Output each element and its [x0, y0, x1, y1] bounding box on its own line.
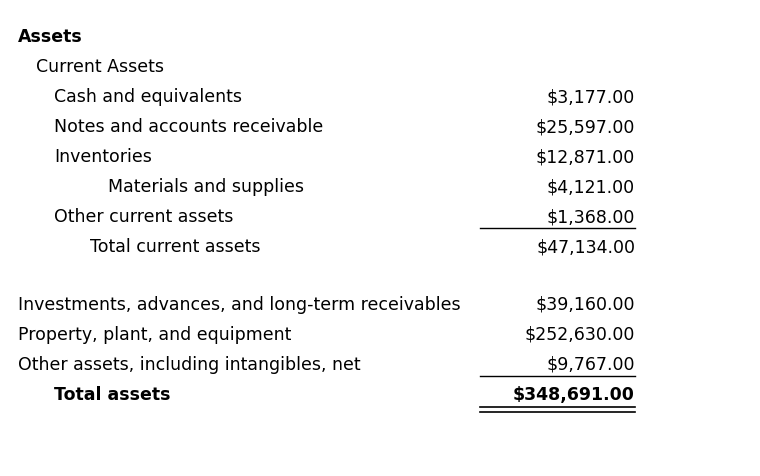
Text: Other current assets: Other current assets: [54, 208, 233, 226]
Text: $25,597.00: $25,597.00: [536, 118, 635, 136]
Text: $348,691.00: $348,691.00: [513, 385, 635, 403]
Text: Notes and accounts receivable: Notes and accounts receivable: [54, 118, 323, 136]
Text: $9,767.00: $9,767.00: [546, 355, 635, 373]
Text: Cash and equivalents: Cash and equivalents: [54, 88, 242, 106]
Text: Total assets: Total assets: [54, 385, 170, 403]
Text: Investments, advances, and long-term receivables: Investments, advances, and long-term rec…: [18, 296, 461, 313]
Text: Assets: Assets: [18, 28, 83, 46]
Text: $1,368.00: $1,368.00: [546, 208, 635, 226]
Text: Property, plant, and equipment: Property, plant, and equipment: [18, 325, 291, 343]
Text: $12,871.00: $12,871.00: [536, 148, 635, 166]
Text: $3,177.00: $3,177.00: [546, 88, 635, 106]
Text: $39,160.00: $39,160.00: [536, 296, 635, 313]
Text: Materials and supplies: Materials and supplies: [108, 178, 304, 196]
Text: Total current assets: Total current assets: [90, 238, 261, 256]
Text: $47,134.00: $47,134.00: [536, 238, 635, 256]
Text: $252,630.00: $252,630.00: [524, 325, 635, 343]
Text: Current Assets: Current Assets: [36, 58, 164, 76]
Text: $4,121.00: $4,121.00: [547, 178, 635, 196]
Text: Other assets, including intangibles, net: Other assets, including intangibles, net: [18, 355, 361, 373]
Text: Inventories: Inventories: [54, 148, 152, 166]
